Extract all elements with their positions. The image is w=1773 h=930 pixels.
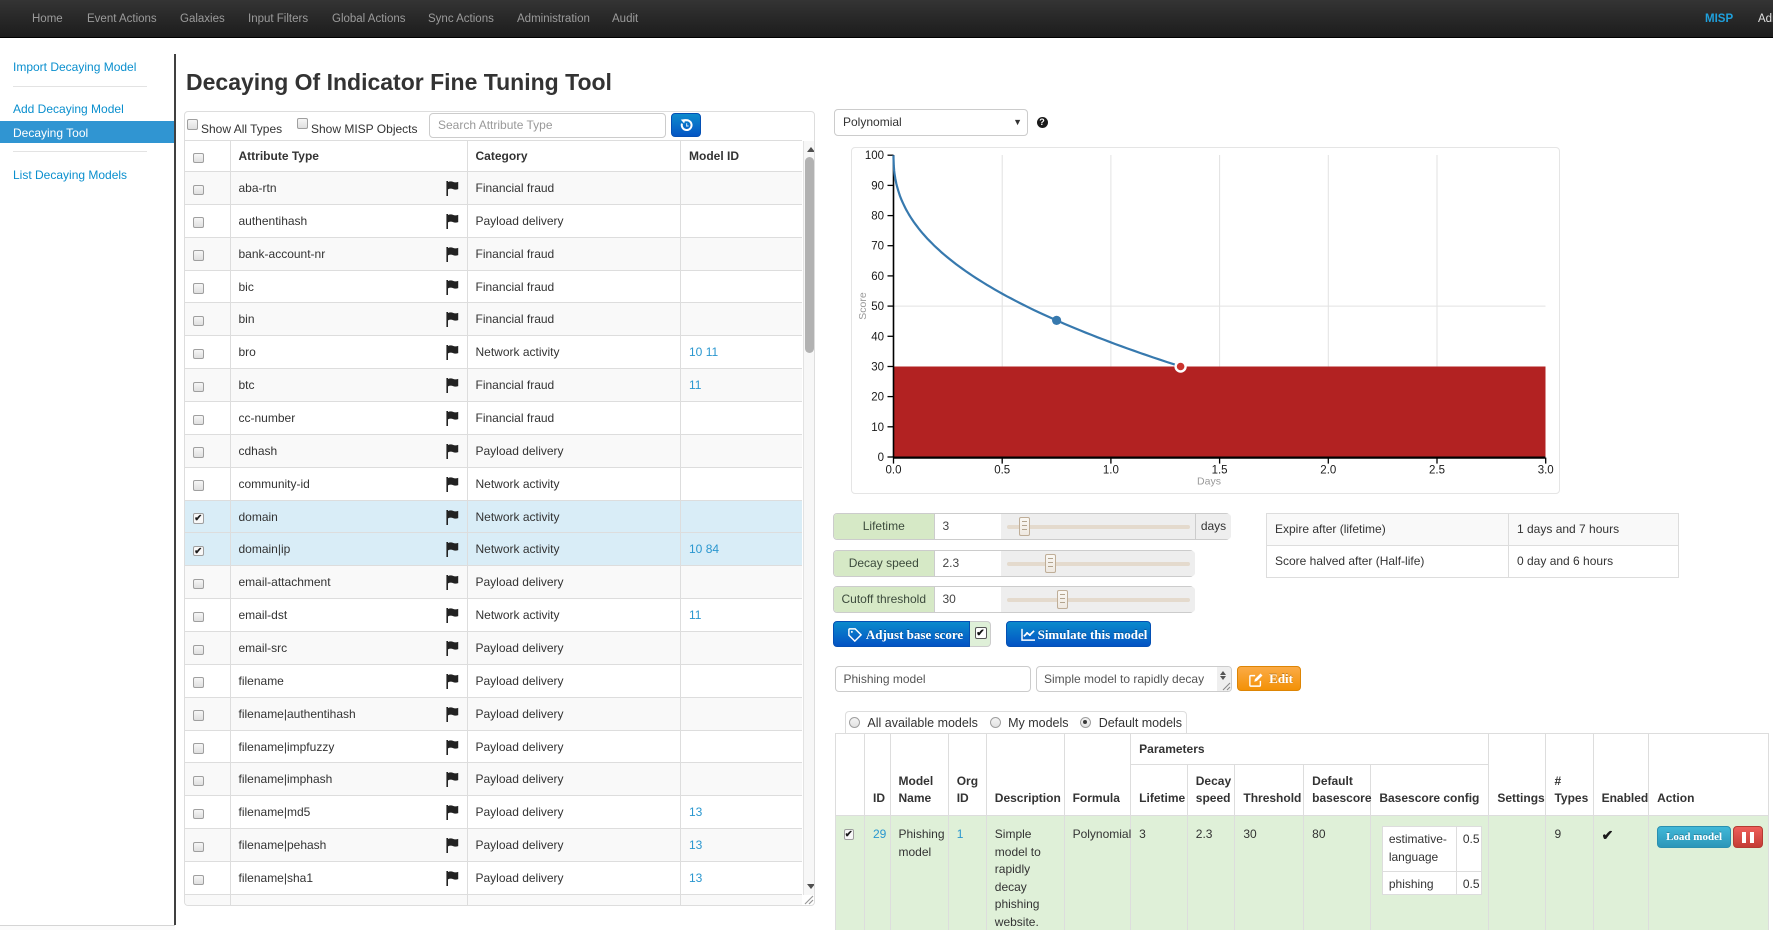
svg-text:Days: Days — [1197, 476, 1221, 488]
svg-text:60: 60 — [871, 271, 884, 283]
svg-text:0.0: 0.0 — [886, 465, 902, 477]
svg-text:30: 30 — [871, 362, 884, 374]
svg-text:2.5: 2.5 — [1429, 465, 1445, 477]
svg-text:20: 20 — [871, 392, 884, 404]
svg-text:70: 70 — [871, 241, 884, 253]
svg-text:1.5: 1.5 — [1212, 465, 1228, 477]
svg-text:0: 0 — [878, 452, 884, 464]
svg-text:3.0: 3.0 — [1538, 465, 1554, 477]
svg-text:Score: Score — [857, 292, 869, 320]
svg-text:80: 80 — [871, 211, 884, 223]
svg-text:0.5: 0.5 — [994, 465, 1010, 477]
svg-text:2.0: 2.0 — [1320, 465, 1336, 477]
svg-text:50: 50 — [871, 301, 884, 313]
svg-text:1.0: 1.0 — [1103, 465, 1119, 477]
svg-text:90: 90 — [871, 180, 884, 192]
svg-text:40: 40 — [871, 331, 884, 343]
svg-text:10: 10 — [871, 422, 884, 434]
svg-text:100: 100 — [865, 150, 884, 162]
